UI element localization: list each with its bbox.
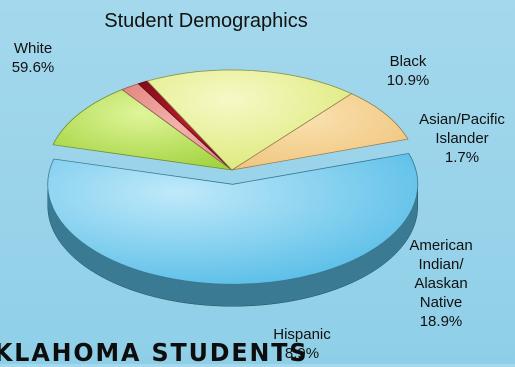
chart-title: Student Demographics <box>104 10 307 32</box>
pie-slice <box>47 152 419 285</box>
slice-label: American Indian/Alaskan Native 18.9% <box>409 237 472 330</box>
pie-slice <box>231 93 409 171</box>
slice-label: Hispanic 8.9% <box>273 326 331 362</box>
pie-slice <box>146 69 353 171</box>
banner-text: KLAHOMA STUDENTS <box>0 338 309 367</box>
slice-label: Black 10.9% <box>387 53 430 89</box>
slice-label: White 59.6% <box>12 40 55 76</box>
pie-slice <box>52 89 233 171</box>
slice-label: Asian/Pacific Islander 1.7% <box>419 111 505 166</box>
